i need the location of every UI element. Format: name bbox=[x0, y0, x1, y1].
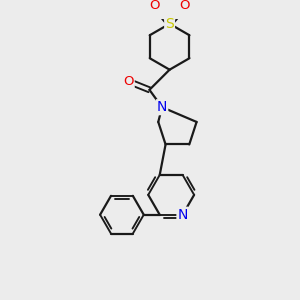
Text: S: S bbox=[165, 17, 174, 31]
Text: N: N bbox=[178, 208, 188, 222]
Text: O: O bbox=[149, 0, 159, 12]
Text: O: O bbox=[123, 75, 134, 88]
Text: N: N bbox=[157, 100, 167, 114]
Text: O: O bbox=[180, 0, 190, 12]
